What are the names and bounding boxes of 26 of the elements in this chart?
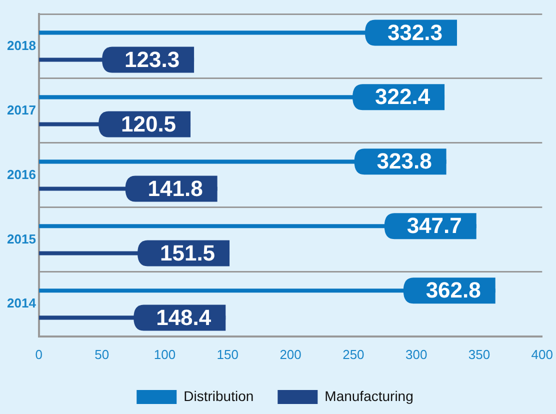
- x-tick-label: 0: [35, 346, 43, 362]
- data-label: 148.4: [156, 304, 212, 330]
- data-label: 332.3: [387, 20, 443, 45]
- x-tick-label: 250: [342, 346, 364, 362]
- y-tick-label: 2018: [7, 38, 36, 53]
- x-tick-label: 300: [405, 346, 428, 362]
- data-label: 362.8: [426, 278, 481, 303]
- x-tick-label: 400: [531, 346, 554, 362]
- data-label: 123.3: [124, 46, 180, 72]
- legend-label: Distribution: [184, 388, 254, 404]
- y-tick-label: 2017: [7, 102, 36, 118]
- data-label: 120.5: [120, 111, 176, 136]
- legend-label: Manufacturing: [324, 388, 414, 404]
- y-tick-label: 2014: [7, 296, 37, 311]
- x-tick-label: 350: [468, 346, 490, 362]
- data-label: 347.7: [406, 213, 462, 238]
- data-label: 322.4: [374, 84, 431, 110]
- x-tick-label: 100: [154, 346, 176, 362]
- y-tick-label: 2015: [7, 231, 36, 246]
- data-label: 323.8: [376, 148, 432, 174]
- x-tick-label: 150: [216, 346, 238, 362]
- data-label: 151.5: [160, 240, 216, 266]
- x-tick-label: 200: [280, 346, 302, 362]
- data-label: 141.8: [148, 176, 203, 201]
- x-tick-label: 50: [94, 346, 110, 362]
- y-tick-label: 2016: [7, 166, 36, 182]
